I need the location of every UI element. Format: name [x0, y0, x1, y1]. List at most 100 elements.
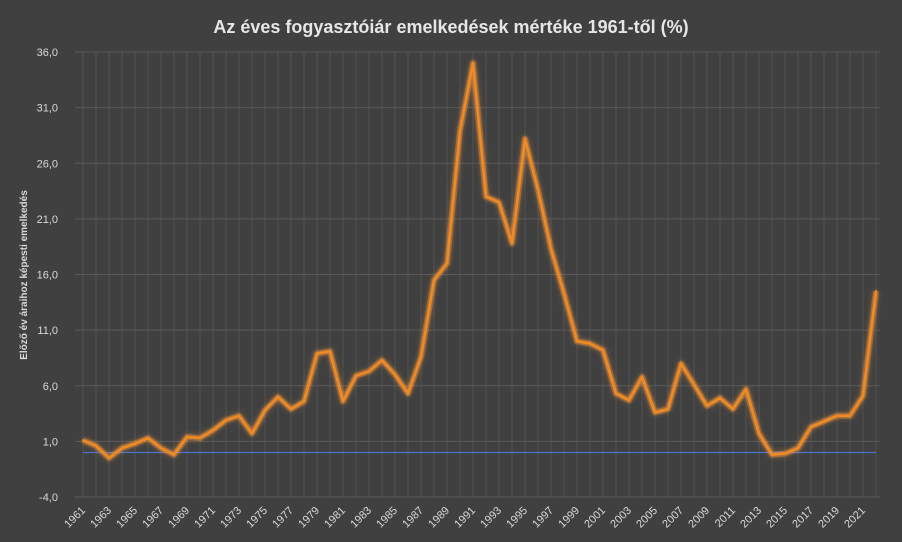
- x-tick-label: 1967: [140, 505, 166, 531]
- chart-title: Az éves fogyasztóiár emelkedések mértéke…: [213, 17, 688, 37]
- x-tick-label: 1975: [244, 505, 270, 531]
- data-point: [549, 247, 553, 251]
- data-point: [263, 409, 267, 412]
- x-tick-label: 2003: [608, 505, 634, 531]
- x-tick-label: 1985: [374, 505, 400, 531]
- data-point: [822, 420, 826, 423]
- data-point: [757, 432, 761, 435]
- x-tick-label: 2011: [713, 505, 738, 530]
- data-point: [237, 414, 241, 417]
- x-tick-label: 1993: [478, 505, 504, 531]
- data-point: [718, 396, 722, 400]
- data-point: [523, 137, 527, 140]
- data-point: [419, 355, 423, 359]
- data-point: [874, 289, 878, 293]
- data-point: [185, 435, 189, 439]
- data-point: [575, 340, 579, 343]
- data-point: [614, 392, 618, 395]
- y-tick-label: 26,0: [37, 158, 58, 170]
- data-point: [81, 439, 85, 442]
- x-tick-label: 1969: [166, 505, 192, 531]
- x-tick-label: 1983: [348, 505, 374, 531]
- data-point: [848, 414, 852, 417]
- data-point: [406, 392, 410, 395]
- data-point: [302, 400, 306, 403]
- data-point: [354, 374, 358, 377]
- data-point: [497, 200, 501, 204]
- x-tick-label: 1973: [218, 505, 244, 531]
- x-tick-label: 2005: [634, 505, 660, 531]
- data-point: [458, 129, 462, 133]
- data-point: [744, 387, 748, 391]
- x-tick-label: 2017: [790, 505, 816, 531]
- data-point: [250, 432, 254, 435]
- y-tick-label: 21,0: [37, 214, 58, 226]
- data-point: [471, 61, 475, 65]
- x-tick-label: 2015: [764, 505, 790, 531]
- data-point: [601, 348, 605, 352]
- x-tick-label: 2013: [738, 505, 764, 531]
- y-tick-label: 11,0: [37, 325, 58, 337]
- data-point: [562, 292, 566, 295]
- data-point: [861, 394, 865, 397]
- data-point: [380, 358, 384, 362]
- grid: [75, 51, 880, 498]
- data-point: [796, 446, 800, 450]
- data-point: [198, 436, 202, 440]
- y-tick-label: 1,0: [43, 436, 58, 448]
- x-tick-label: 2019: [816, 505, 842, 531]
- data-point: [146, 436, 150, 440]
- data-point: [341, 400, 345, 403]
- data-point: [315, 352, 319, 355]
- data-point: [692, 383, 696, 386]
- x-tick-label: 1991: [452, 505, 478, 531]
- y-axis-label: Előző év áraihoz képesti emelkedés: [19, 190, 30, 360]
- x-tick-label: 1971: [192, 505, 218, 531]
- data-point: [172, 453, 176, 456]
- data-point: [627, 399, 631, 402]
- x-tick-label: 2009: [686, 505, 712, 531]
- x-tick-label: 1987: [400, 505, 426, 531]
- data-point: [120, 446, 124, 450]
- data-point: [770, 453, 774, 456]
- data-point: [679, 362, 683, 365]
- data-point: [289, 407, 293, 411]
- data-point: [835, 414, 839, 417]
- data-point: [133, 442, 137, 445]
- x-tick-label: 1995: [504, 505, 530, 531]
- series-line: [82, 61, 878, 460]
- x-tick-label: 1989: [426, 505, 452, 531]
- x-tick-label: 1961: [62, 505, 88, 531]
- data-point: [536, 188, 540, 192]
- data-point: [393, 373, 397, 376]
- x-tick-label: 1977: [270, 505, 296, 531]
- data-point: [653, 411, 657, 414]
- data-point: [731, 407, 735, 411]
- x-tick-label: 1979: [296, 505, 322, 531]
- data-point: [94, 444, 98, 448]
- x-tick-label: 1997: [530, 505, 556, 531]
- x-tick-label: 1999: [556, 505, 582, 531]
- y-tick-label: 36,0: [37, 47, 58, 59]
- data-point: [445, 262, 449, 265]
- data-point: [224, 419, 228, 422]
- data-point: [705, 404, 709, 407]
- data-point: [783, 452, 787, 455]
- data-point: [809, 425, 813, 429]
- data-point: [276, 395, 280, 399]
- data-point: [211, 429, 215, 432]
- x-tick-label: 1965: [114, 505, 140, 531]
- y-tick-label: 16,0: [37, 270, 58, 282]
- y-tick-label: 31,0: [37, 103, 58, 115]
- data-point: [484, 195, 488, 198]
- data-point: [432, 278, 436, 282]
- x-tick-label: 2021: [842, 505, 868, 531]
- x-tick-label: 1963: [88, 505, 114, 531]
- data-point: [107, 456, 111, 460]
- x-tick-label: 2001: [582, 505, 608, 531]
- data-series: [81, 60, 879, 462]
- x-tick-label: 2007: [660, 505, 686, 531]
- data-point: [159, 446, 163, 450]
